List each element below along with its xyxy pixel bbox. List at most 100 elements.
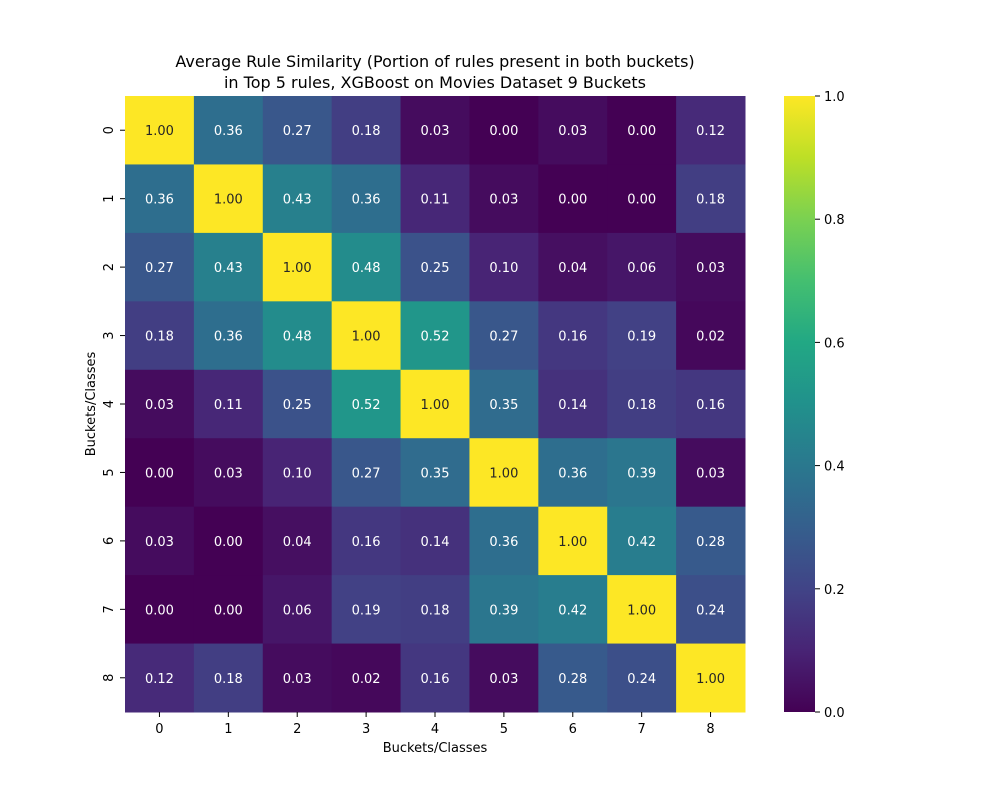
y-tick-label: 1 [102,195,117,203]
x-axis-ticks: 0 1 2 3 4 5 6 7 8 [155,712,715,737]
heatmap-cell [125,575,195,645]
colorbar-tick-label: 0.0 [824,706,845,721]
heatmap-cell-label: 0.48 [352,261,381,276]
heatmap-cell-label: 0.28 [558,672,587,687]
heatmap-cell [400,301,470,371]
heatmap-cell-label: 0.24 [696,603,725,618]
y-axis-ticks: 0 1 2 3 4 5 6 7 8 [102,126,125,682]
heatmap-cell-label: 1.00 [145,124,174,139]
heatmap-cell [538,96,608,165]
heatmap-cell [538,506,608,576]
heatmap-cell [125,369,195,439]
heatmap-cell [400,438,470,508]
heatmap-cell [193,643,264,713]
y-tick-label: 5 [102,468,117,476]
heatmap-cell [538,643,608,713]
heatmap-cell [469,232,539,302]
heatmap-cell-label: 0.39 [489,603,518,618]
heatmap-cell-label: 0.25 [283,398,312,413]
heatmap-cell [676,643,746,713]
heatmap-cell [607,164,677,234]
heatmap-cell-label: 0.27 [489,330,518,345]
heatmap-cells: 1.00 0.36 0.27 0.18 0.03 0.00 0.03 0.00 0.12 0.36… [125,96,746,713]
heatmap-cell-label: 0.19 [627,330,656,345]
heatmap-cell [607,369,677,439]
heatmap-cell-label: 0.18 [421,603,450,618]
heatmap-cell [676,575,746,645]
heatmap-cell [262,301,333,371]
heatmap-cell-label: 0.36 [145,193,174,208]
heatmap-cell-label: 1.00 [696,672,725,687]
heatmap-cell [676,232,746,302]
heatmap-cell-label: 0.27 [352,466,381,481]
x-tick-label: 2 [293,722,301,737]
heatmap-cell-label: 0.18 [214,672,243,687]
heatmap-cell-label: 0.03 [558,124,587,139]
heatmap-cell [125,164,195,234]
heatmap-cell [469,575,539,645]
heatmap-cell-label: 0.25 [421,261,450,276]
heatmap-cell [331,369,402,439]
heatmap-cell [125,506,195,576]
heatmap-cell-label: 0.42 [627,535,656,550]
heatmap-cell [676,96,746,165]
heatmap-cell-label: 0.48 [283,330,312,345]
heatmap-cell-label: 0.27 [283,124,312,139]
heatmap-cell [262,232,333,302]
heatmap-cell-label: 0.36 [352,193,381,208]
heatmap-cell [262,96,333,165]
heatmap-cell [400,369,470,439]
y-tick-label: 7 [102,605,117,613]
heatmap-cell-label: 1.00 [421,398,450,413]
x-tick-label: 6 [569,722,577,737]
heatmap-cell [193,506,264,576]
heatmap-cell-label: 0.42 [558,603,587,618]
heatmap-cell-label: 0.52 [352,398,381,413]
heatmap-cell-label: 0.03 [489,193,518,208]
heatmap-cell [331,301,402,371]
heatmap-cell [538,232,608,302]
colorbar-tick-label: 0.8 [824,213,845,228]
heatmap-cell [469,301,539,371]
heatmap-cell [262,164,333,234]
x-tick-label: 0 [155,722,163,737]
heatmap-cell [331,643,402,713]
heatmap-cell-label: 0.18 [145,330,174,345]
heatmap-cell-label: 0.11 [421,193,450,208]
heatmap-cell [193,575,264,645]
heatmap-cell-label: 0.16 [352,535,381,550]
heatmap-cell-label: 0.03 [145,398,174,413]
x-tick-label: 8 [706,722,714,737]
heatmap-cell-label: 0.28 [696,535,725,550]
heatmap-cell-label: 0.43 [214,261,243,276]
heatmap-cell-label: 0.06 [283,603,312,618]
heatmap-cell [331,438,402,508]
heatmap-cell-label: 0.12 [145,672,174,687]
heatmap-cell [469,438,539,508]
x-tick-label: 4 [431,722,439,737]
heatmap-cell [676,301,746,371]
heatmap-cell-label: 1.00 [558,535,587,550]
heatmap-cell-label: 0.00 [214,535,243,550]
heatmap-cell [193,96,264,165]
chart-title-line-2: in Top 5 rules, XGBoost on Movies Datase… [224,73,646,92]
heatmap-cell-label: 0.39 [627,466,656,481]
heatmap-cell [262,575,333,645]
heatmap-cell-label: 0.02 [696,330,725,345]
heatmap-cell [607,575,677,645]
heatmap-cell-label: 0.10 [283,466,312,481]
heatmap-cell [400,164,470,234]
x-tick-label: 7 [638,722,646,737]
heatmap-cell [607,232,677,302]
heatmap-cell [469,164,539,234]
heatmap-cell [125,301,195,371]
heatmap-cell-label: 0.36 [214,330,243,345]
heatmap-cell [607,506,677,576]
heatmap-cell [400,575,470,645]
heatmap-cell [262,438,333,508]
heatmap-cell [538,164,608,234]
heatmap-cell-label: 0.03 [489,672,518,687]
y-tick-label: 2 [102,263,117,271]
